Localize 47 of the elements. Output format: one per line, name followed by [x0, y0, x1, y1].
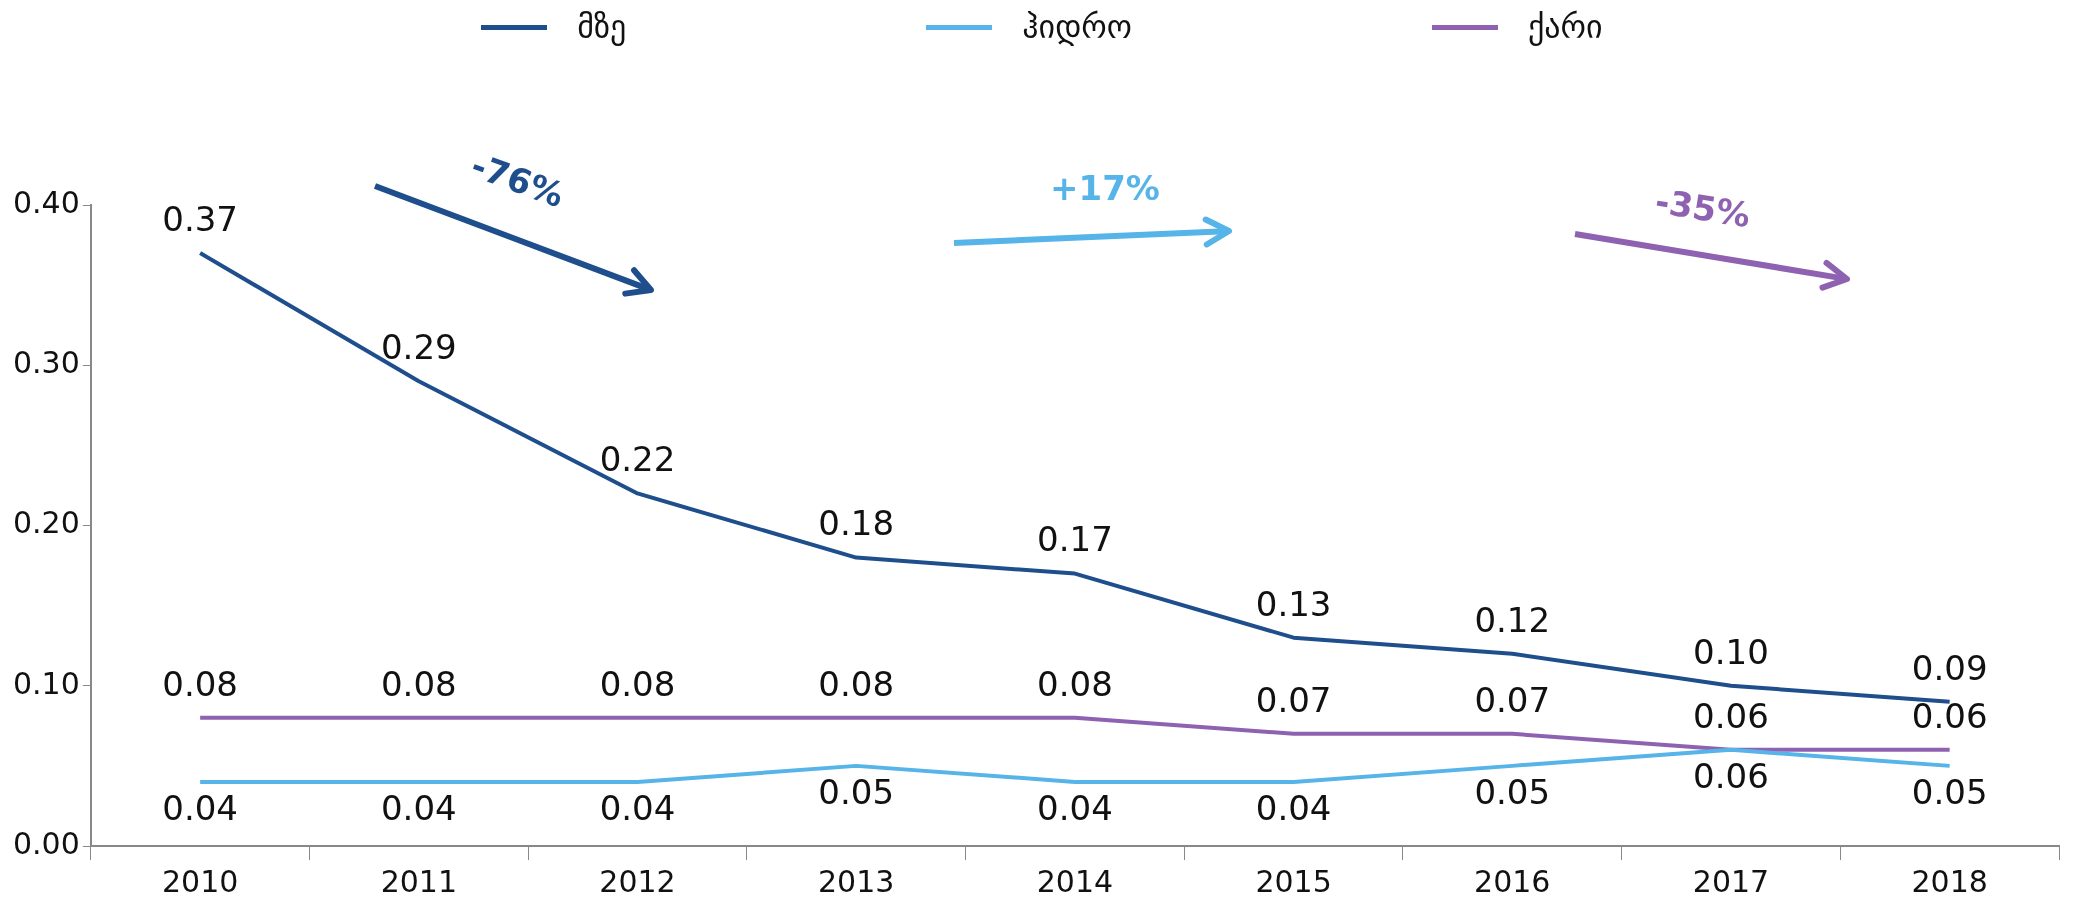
x-tick-label: 2017: [1692, 863, 1770, 899]
data-label: 0.06: [1911, 695, 1988, 736]
annotation: -76%: [466, 144, 570, 216]
data-label: 0.05: [1911, 771, 1988, 812]
data-label: 0.18: [818, 503, 895, 544]
data-label: 0.22: [599, 439, 676, 480]
data-label: 0.08: [162, 663, 238, 704]
data-label: 0.13: [1255, 583, 1332, 624]
x-tick-label: 2015: [1255, 863, 1332, 899]
legend-label: მზე: [577, 8, 627, 46]
x-tick-label: 2018: [1911, 863, 1988, 899]
y-tick-label: 0.40: [13, 184, 80, 220]
data-label: 0.10: [1693, 631, 1769, 672]
data-label: 0.08: [1037, 663, 1113, 704]
data-label: 0.05: [818, 771, 895, 812]
legend-label: ჰიდრო: [1022, 8, 1132, 46]
data-label: 0.04: [162, 787, 238, 828]
data-label: 0.17: [1037, 519, 1113, 560]
data-label: 0.08: [380, 663, 457, 704]
annotation: +17%: [1050, 168, 1160, 208]
data-label: 0.05: [1474, 771, 1551, 812]
data-label: 0.04: [1037, 787, 1113, 828]
data-label: 0.08: [599, 663, 676, 704]
data-label: 0.07: [1474, 679, 1551, 720]
data-label: 0.06: [1693, 695, 1769, 736]
data-label: 0.12: [1474, 599, 1551, 640]
data-label: 0.04: [1255, 787, 1332, 828]
data-label: 0.07: [1255, 679, 1332, 720]
data-label: 0.08: [818, 663, 895, 704]
y-tick-label: 0.20: [13, 505, 80, 541]
data-label: 0.06: [1693, 755, 1769, 796]
x-tick-label: 2011: [380, 863, 458, 899]
y-tick-label: 0.00: [13, 825, 80, 861]
x-tick-label: 2016: [1474, 863, 1551, 899]
x-tick-label: 2013: [818, 863, 895, 899]
data-label: 0.04: [380, 787, 457, 828]
data-label: 0.37: [162, 198, 238, 239]
annotation: -35%: [1652, 180, 1754, 236]
y-tick-label: 0.30: [13, 345, 80, 381]
data-label: 0.09: [1911, 647, 1988, 688]
x-tick-label: 2010: [161, 863, 239, 899]
x-tick-label: 2014: [1036, 863, 1114, 899]
legend-label: ქარი: [1527, 8, 1603, 46]
x-tick-label: 2012: [599, 863, 676, 899]
data-label: 0.29: [380, 327, 457, 368]
data-label: 0.04: [599, 787, 676, 828]
y-tick-label: 0.10: [13, 665, 80, 701]
